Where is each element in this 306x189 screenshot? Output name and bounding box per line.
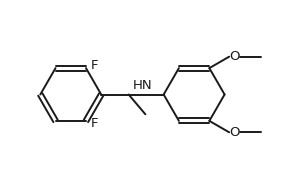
Text: F: F [91, 59, 98, 72]
Text: O: O [230, 50, 240, 63]
Text: HN: HN [132, 79, 152, 92]
Text: F: F [91, 117, 98, 130]
Text: O: O [230, 126, 240, 139]
